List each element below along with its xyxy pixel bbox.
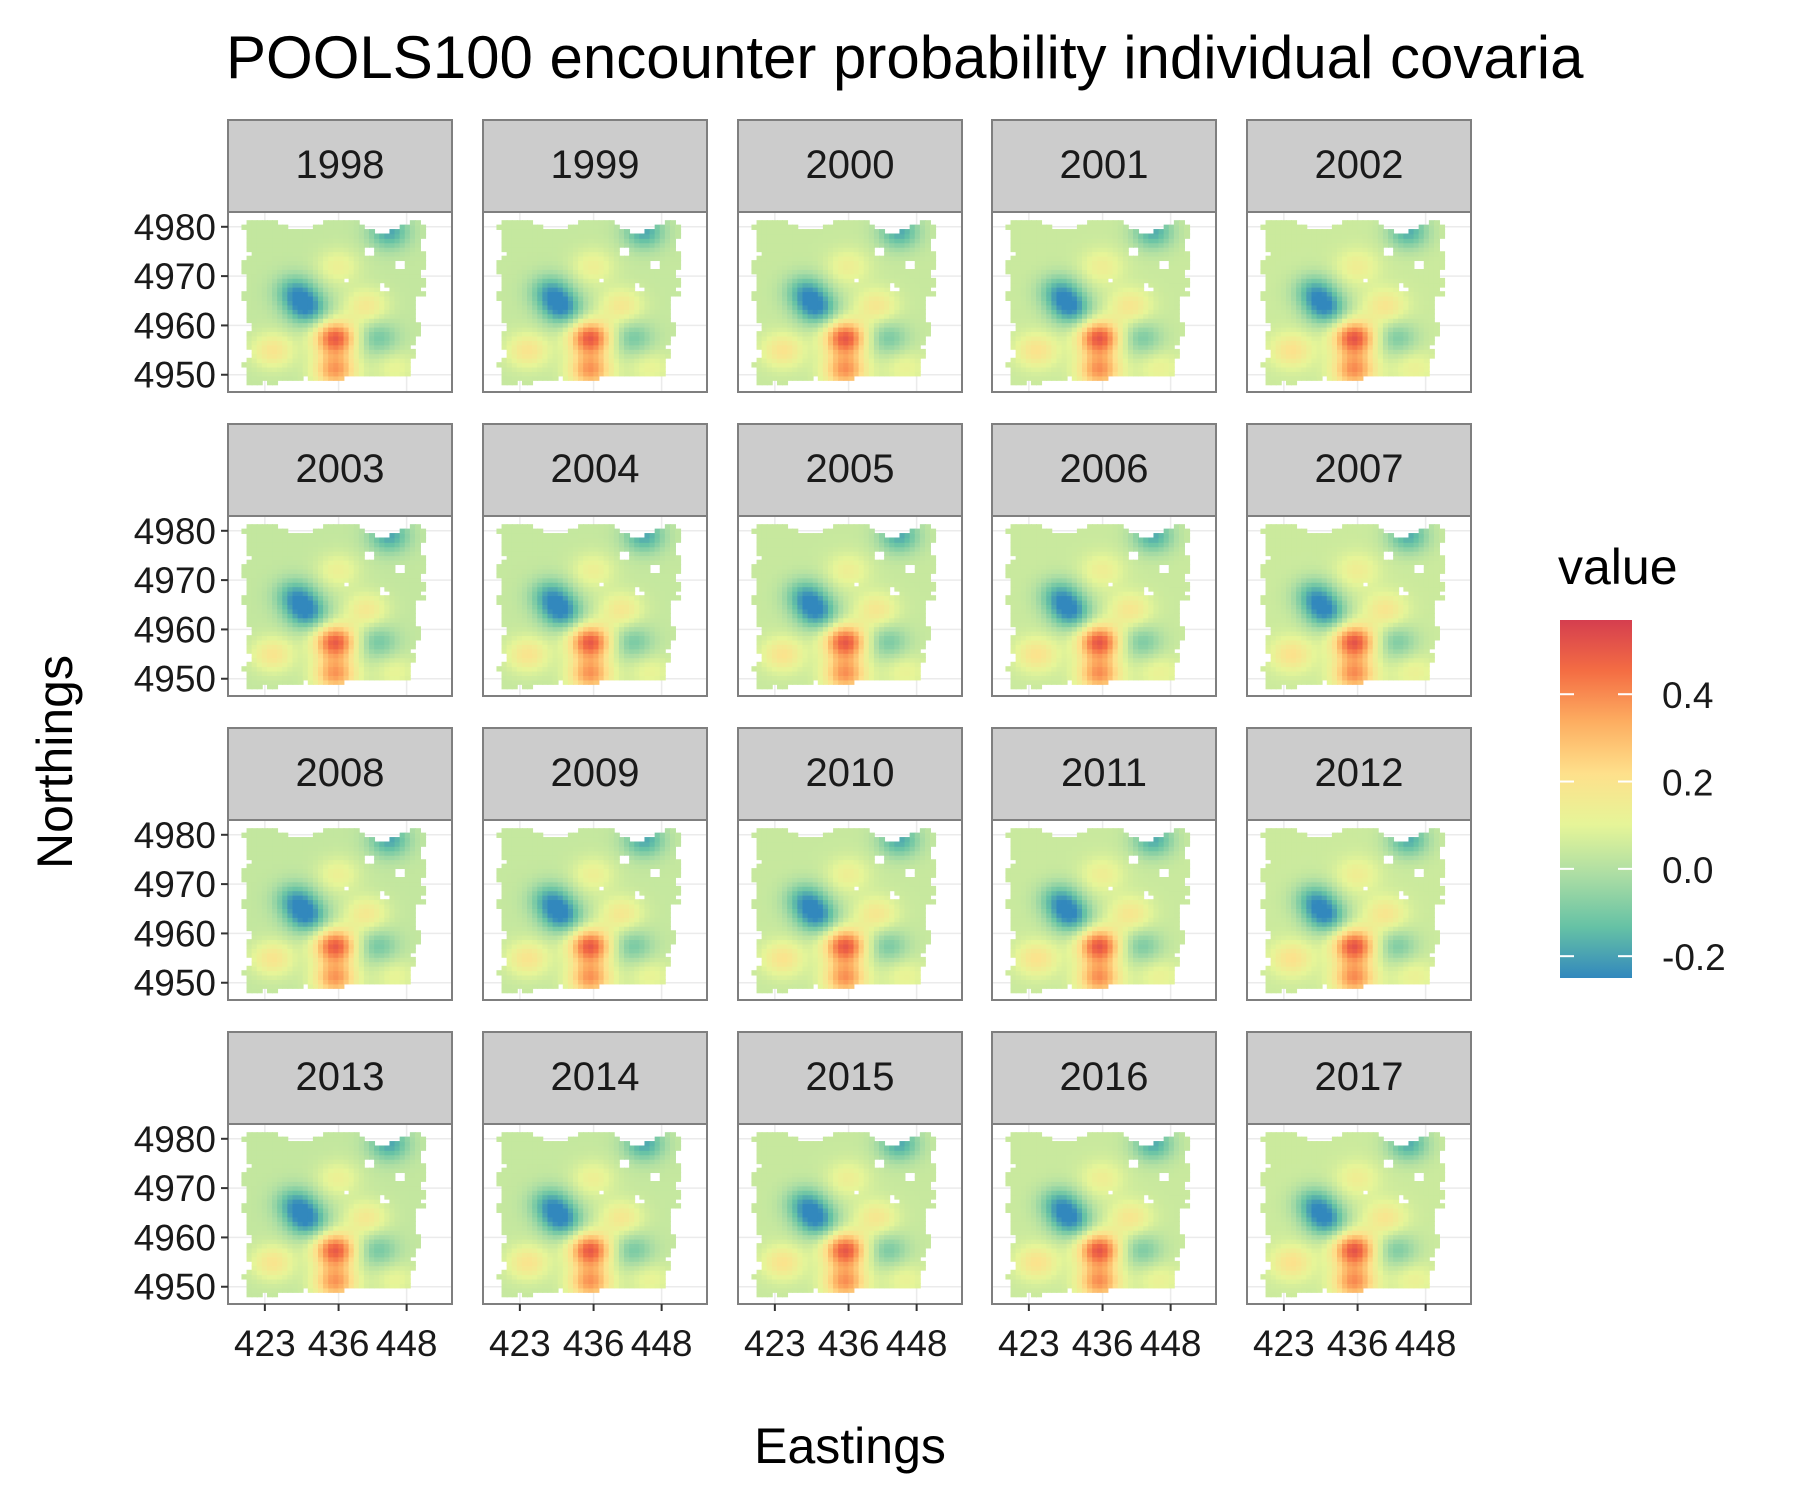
surface-cell <box>292 229 298 234</box>
surface-cell <box>420 225 426 230</box>
surface-cell <box>395 269 401 274</box>
y-tick-label: 4960 <box>134 305 216 346</box>
surface-cell <box>282 225 288 230</box>
surface-cell <box>400 225 406 230</box>
facet-panels: 199849504960497049801999 2000 2001 20022003… <box>134 120 1471 1364</box>
surface-cell <box>502 220 508 225</box>
surface-cell <box>496 260 502 265</box>
surface-cell <box>272 220 278 225</box>
surface-cell <box>415 220 421 225</box>
surface-cell <box>537 225 543 230</box>
surface-cell <box>410 220 416 225</box>
y-tick-label: 4970 <box>134 256 216 297</box>
surface-cell <box>344 220 350 225</box>
facet-1998: 1998 4950 4960 4970 4980 <box>134 120 452 396</box>
surface-cell <box>262 220 268 225</box>
surface-cell <box>507 220 513 225</box>
surface-cell <box>298 229 304 234</box>
surface-cell <box>522 220 528 225</box>
surface-cell <box>395 229 401 234</box>
surface-cell <box>496 362 502 367</box>
surface-cell <box>267 220 273 225</box>
surface-cell <box>247 358 253 363</box>
surface-cell <box>532 225 538 230</box>
surface-cell <box>369 256 375 261</box>
surface-cell <box>247 220 253 225</box>
surface-cell <box>344 282 350 287</box>
surface-cell <box>241 260 247 265</box>
facet-strip-label: 1998 <box>296 143 385 187</box>
surface-cells <box>241 220 426 385</box>
surface-cell <box>303 229 309 234</box>
surface-cell <box>502 358 508 363</box>
surface-cell <box>415 322 421 327</box>
surface-cells <box>496 220 681 385</box>
surface-cell <box>241 362 247 367</box>
surface-cell <box>502 256 508 261</box>
surface-cell <box>512 220 518 225</box>
chart-title: POOLS100 encounter probability individua… <box>226 24 1584 91</box>
surface-cell <box>496 225 502 230</box>
surface-cell <box>308 229 314 234</box>
facet-strip-label: 1999 <box>551 143 640 187</box>
y-tick-label: 4950 <box>134 355 216 396</box>
surface-cell <box>318 225 324 230</box>
surface-cell <box>379 233 385 238</box>
surface-cell <box>527 220 533 225</box>
surface-cell <box>400 269 406 274</box>
surface-cell <box>420 278 426 283</box>
surface-cell <box>338 220 344 225</box>
surface-cell <box>359 225 365 230</box>
surface-cell <box>328 220 334 225</box>
surface-cell <box>349 220 355 225</box>
surface-cell <box>277 225 283 230</box>
surface-cell <box>287 229 293 234</box>
surface-cell <box>364 256 370 261</box>
surface-cell <box>369 229 375 234</box>
surface-cell <box>384 291 390 296</box>
surface-cell <box>247 331 253 336</box>
surface-cell <box>333 220 339 225</box>
surface-cell <box>502 331 508 336</box>
surface-cell <box>313 225 319 230</box>
surface-cell <box>405 225 411 230</box>
surface-cell <box>496 291 502 296</box>
surface-cell <box>384 233 390 238</box>
surface-cell <box>241 225 247 230</box>
y-tick-label: 4980 <box>134 207 216 248</box>
surface-cell <box>542 229 548 234</box>
surface-cell <box>374 233 380 238</box>
surface-cell <box>354 220 360 225</box>
surface-cell <box>252 220 258 225</box>
surface-cell <box>323 220 329 225</box>
surface-cell <box>241 291 247 296</box>
facet-1999: 1999 <box>483 120 707 392</box>
surface-cell <box>379 291 385 296</box>
surface-cell <box>420 291 426 296</box>
surface-cell <box>364 229 370 234</box>
surface-cell <box>547 229 553 234</box>
surface-cell <box>389 229 395 234</box>
surface-cell <box>517 220 523 225</box>
surface-cell <box>420 251 426 256</box>
surface-cell <box>247 256 253 261</box>
surface-cell <box>410 349 416 354</box>
surface-cell <box>257 220 263 225</box>
